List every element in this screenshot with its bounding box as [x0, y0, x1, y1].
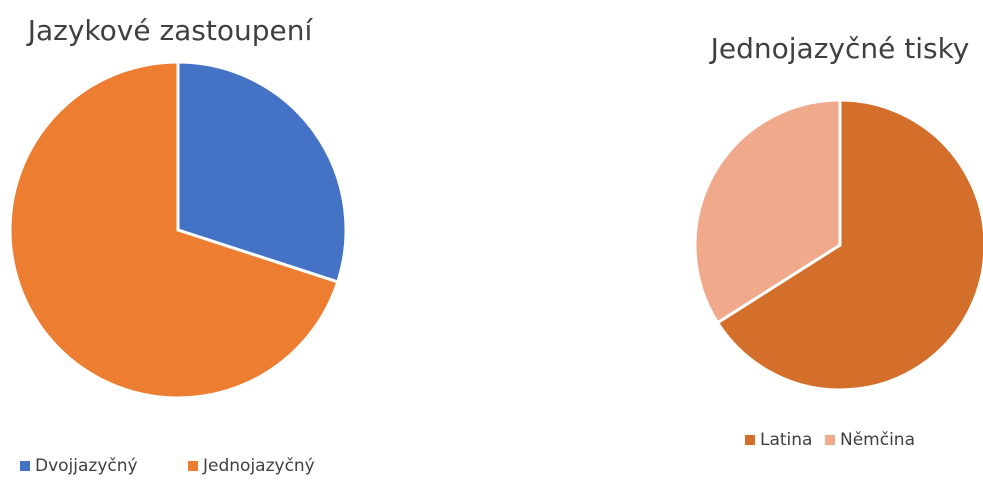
legend-swatch: [188, 461, 198, 471]
legend-label: Jednojazyčný: [202, 456, 315, 476]
chart-title: Jednojazyčné tisky: [709, 32, 970, 65]
pie-slice: [8, 60, 340, 400]
legend-swatch: [745, 435, 755, 445]
legend-swatch: [20, 461, 30, 471]
pie-slice: [176, 60, 348, 284]
chart-title: Jazykové zastoupení: [26, 14, 314, 47]
legend-label: Němčina: [840, 430, 915, 450]
pie-slice: [715, 98, 983, 392]
legend-label: Latina: [760, 430, 812, 450]
pie-slice: [693, 98, 842, 325]
legend-label: Dvojjazyčný: [35, 456, 138, 476]
legend-swatch: [825, 435, 835, 445]
